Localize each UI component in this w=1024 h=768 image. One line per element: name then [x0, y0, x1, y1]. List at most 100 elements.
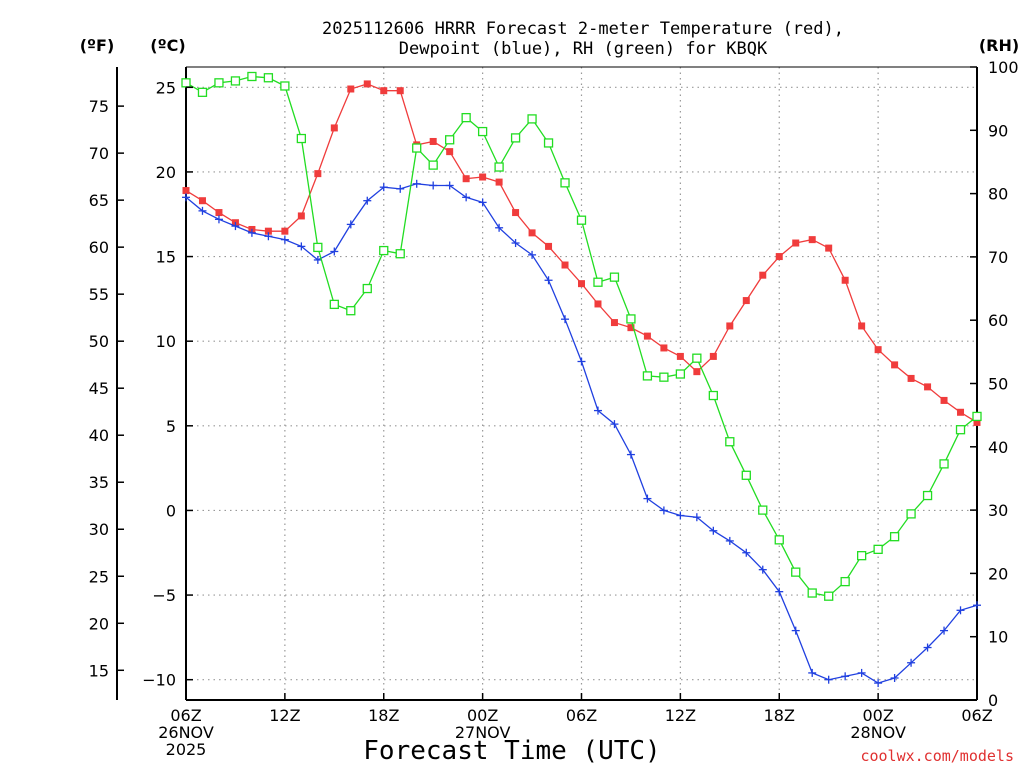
data-point	[214, 78, 224, 88]
data-point	[314, 170, 322, 178]
data-point	[445, 181, 454, 190]
data-point	[544, 276, 553, 285]
x-tick-label: 28NOV	[850, 723, 906, 742]
data-point	[791, 567, 801, 577]
celsius-tick-label: 20	[156, 163, 176, 182]
data-point	[429, 181, 438, 190]
data-point	[643, 494, 652, 503]
data-point	[576, 215, 587, 225]
data-point	[940, 396, 948, 404]
fahrenheit-tick-label: 65	[89, 191, 109, 210]
data-point	[182, 193, 190, 202]
fahrenheit-tick-label: 30	[89, 520, 109, 539]
celsius-tick-label: −10	[142, 671, 176, 690]
data-point	[527, 114, 537, 124]
data-point	[955, 425, 966, 435]
data-point	[808, 236, 816, 244]
data-point	[660, 344, 668, 352]
data-point	[627, 324, 635, 332]
unit-label-celsius: (ºC)	[150, 36, 185, 55]
x-tick-label: 18Z	[368, 706, 399, 725]
data-point	[907, 658, 916, 667]
data-point	[461, 112, 471, 123]
data-point	[726, 322, 734, 330]
data-point	[214, 215, 223, 224]
data-point	[577, 357, 586, 366]
data-point	[446, 148, 454, 156]
data-point	[428, 160, 438, 170]
data-point	[510, 133, 521, 143]
data-point	[675, 369, 686, 379]
data-point	[263, 73, 274, 83]
rh-tick-label: 0	[988, 691, 998, 710]
data-point	[197, 87, 208, 97]
rh-tick-label: 20	[988, 564, 1008, 583]
x-tick-label: 00Z	[467, 706, 498, 725]
data-point	[924, 383, 932, 391]
data-point	[215, 209, 223, 217]
data-point	[281, 227, 289, 235]
data-point	[182, 187, 190, 195]
data-point	[395, 249, 405, 259]
celsius-tick-label: 5	[166, 417, 176, 436]
data-point	[874, 346, 882, 354]
data-point	[247, 71, 257, 82]
data-point	[824, 591, 834, 601]
data-point	[973, 418, 981, 426]
data-point	[676, 511, 685, 520]
series-2-meter-temperature	[182, 80, 981, 426]
credit-text: coolwx.com/models	[860, 747, 1014, 765]
data-point	[906, 509, 916, 519]
data-point	[841, 672, 850, 681]
rh-tick-label: 40	[988, 438, 1008, 457]
series-line	[185, 183, 978, 684]
data-point	[890, 673, 899, 682]
data-point	[840, 576, 850, 587]
data-point	[429, 137, 437, 145]
data-point	[363, 196, 372, 205]
fahrenheit-tick-label: 25	[89, 567, 109, 586]
data-point	[578, 280, 585, 288]
rh-tick-label: 60	[988, 311, 1008, 330]
x-tick-label: 26NOV	[158, 723, 214, 742]
data-point	[626, 450, 635, 459]
data-point	[412, 143, 422, 153]
celsius-tick-label: 0	[166, 501, 176, 520]
series-group	[181, 71, 982, 688]
data-point	[379, 183, 388, 192]
data-point	[708, 390, 718, 401]
data-point	[462, 175, 470, 183]
data-point	[759, 271, 767, 279]
data-point	[528, 229, 536, 237]
data-point	[181, 78, 191, 88]
fahrenheit-tick-label: 20	[89, 614, 109, 633]
fahrenheit-tick-label: 50	[89, 332, 109, 351]
data-point	[939, 459, 949, 469]
data-point	[445, 135, 455, 145]
data-point	[477, 126, 488, 137]
data-point	[594, 300, 602, 308]
data-point	[741, 470, 751, 480]
fahrenheit-tick-label: 35	[89, 473, 109, 492]
data-point	[891, 361, 899, 369]
x-tick-label: 12Z	[269, 706, 300, 725]
data-point	[857, 668, 866, 677]
celsius-tick-label: 25	[156, 78, 176, 97]
data-point	[922, 490, 933, 501]
rh-tick-label: 30	[988, 501, 1008, 520]
data-point	[380, 87, 388, 95]
data-point	[792, 239, 800, 247]
celsius-tick-label: 15	[156, 248, 176, 267]
rh-tick-label: 70	[988, 248, 1008, 267]
fahrenheit-tick-label: 15	[89, 661, 109, 680]
chart-title-line1: 2025112606 HRRR Forecast 2-meter Tempera…	[322, 19, 844, 39]
data-point	[396, 87, 404, 95]
data-point	[610, 420, 619, 429]
data-point	[297, 242, 306, 251]
data-point	[758, 565, 767, 574]
data-point	[396, 184, 405, 193]
data-point	[478, 198, 487, 207]
data-point	[280, 235, 289, 244]
axes: 2520151050−5−107570656055504540353025201…	[89, 58, 1019, 759]
